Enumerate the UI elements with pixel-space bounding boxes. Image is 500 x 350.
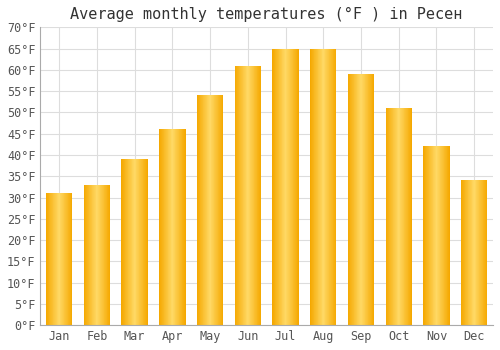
Title: Average monthly temperatures (°F ) in Ресен: Average monthly temperatures (°F ) in Ре… [70, 7, 463, 22]
